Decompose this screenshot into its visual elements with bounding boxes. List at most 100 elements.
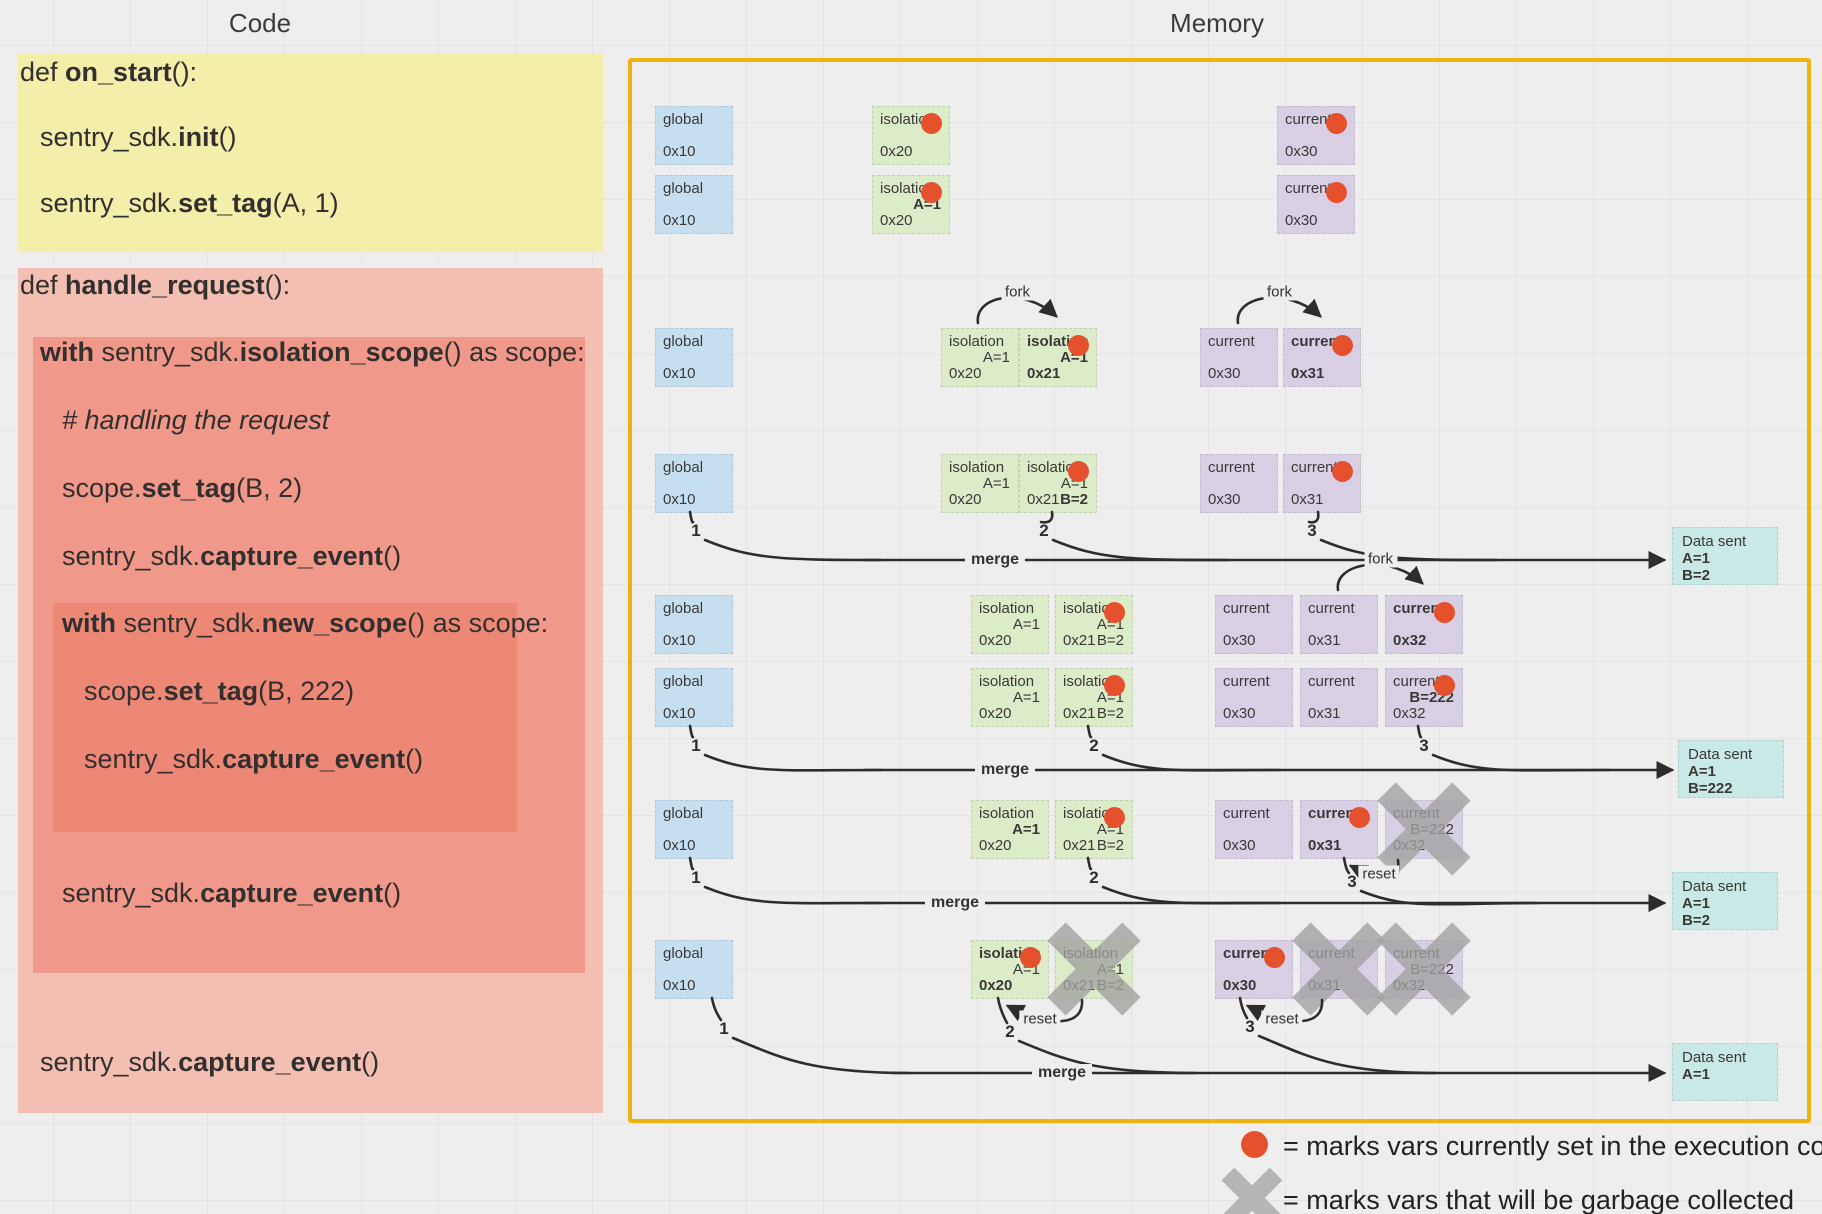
memory-box-current: current 0x30 (1215, 595, 1293, 654)
memory-box-isolation: isolation 0x20 A=1 (971, 800, 1049, 859)
merge-label: merge (974, 761, 1036, 779)
memory-box-current: current 0x31 (1283, 454, 1361, 513)
active-context-dot-icon (1332, 461, 1353, 482)
memory-box-isolation: isolation 0x20 A=1 (971, 668, 1049, 727)
code-line: sentry_sdk.set_tag(A, 1) (40, 188, 339, 218)
merge-step-number: 1 (691, 868, 701, 887)
memory-box-current: current 0x31 (1300, 800, 1378, 859)
memory-box-current: current 0x32 B=222 (1385, 940, 1463, 999)
fork-label: fork (1000, 283, 1035, 301)
active-context-dot-icon (1326, 113, 1347, 134)
memory-box-global: global 0x10 (655, 940, 733, 999)
data-sent-line: B=222 (1688, 780, 1733, 797)
data-sent-box: Data sent A=1 B=2 (1672, 872, 1778, 930)
memory-column-title: Memory (1170, 8, 1264, 38)
code-line: def on_start(): (20, 57, 198, 87)
memory-box-isolation: isolation 0x21 A=1 B=2 (1019, 454, 1097, 513)
memory-box-current: current 0x32 (1385, 595, 1463, 654)
code-line: sentry_sdk.init() (40, 122, 237, 152)
data-sent-box: Data sent A=1 B=222 (1678, 740, 1784, 798)
code-line: # handling the request (62, 405, 330, 435)
memory-box-isolation: isolation 0x20 A=1 (941, 328, 1019, 387)
merge-step-number: 2 (1089, 868, 1099, 887)
memory-box-isolation: isolation 0x21 A=1 B=2 (1055, 595, 1133, 654)
active-context-dot-icon (1068, 461, 1089, 482)
active-context-dot-icon (1068, 335, 1089, 356)
code-line: def handle_request(): (20, 270, 291, 300)
memory-box-current: current 0x30 (1215, 940, 1293, 999)
merge-step-number: 3 (1419, 736, 1429, 755)
memory-box-current: current 0x31 (1300, 668, 1378, 727)
merge-step-number: 3 (1307, 521, 1317, 540)
code-line: with sentry_sdk.isolation_scope() as sco… (40, 337, 585, 367)
merge-step-number: 2 (1089, 736, 1099, 755)
memory-box-global: global 0x10 (655, 800, 733, 859)
code-column-title: Code (228, 8, 292, 38)
memory-box-current: current 0x31 (1300, 595, 1378, 654)
legend-red-dot-icon (1241, 1131, 1268, 1158)
memory-box-isolation: isolation 0x20 A=1 (941, 454, 1019, 513)
active-context-dot-icon (1326, 182, 1347, 203)
legend-dot-text: = marks vars currently set in the execut… (1283, 1131, 1822, 1161)
reset-label: reset (1358, 865, 1400, 883)
memory-box-isolation: isolation 0x21 A=1 B=2 (1055, 800, 1133, 859)
reset-label: reset (1019, 1010, 1061, 1028)
code-block-yellow (18, 53, 603, 252)
data-sent-line: Data sent (1682, 1049, 1747, 1066)
memory-box-isolation: isolation 0x20 A=1 (971, 595, 1049, 654)
active-context-dot-icon (1104, 602, 1125, 623)
memory-box-isolation: isolation 0x20 A=1 (872, 175, 950, 234)
active-context-dot-icon (1332, 335, 1353, 356)
active-context-dot-icon (1104, 675, 1125, 696)
active-context-dot-icon (1434, 675, 1455, 696)
code-line: scope.set_tag(B, 2) (62, 473, 303, 503)
data-sent-line: B=2 (1682, 567, 1710, 584)
merge-label: merge (964, 551, 1026, 569)
memory-box-current: current 0x30 (1200, 328, 1278, 387)
data-sent-line: A=1 (1688, 763, 1716, 780)
merge-step-number: 2 (1039, 521, 1049, 540)
memory-box-global: global 0x10 (655, 175, 733, 234)
data-sent-box: Data sent A=1 (1672, 1043, 1778, 1101)
code-line: sentry_sdk.capture_event() (84, 744, 424, 774)
data-sent-line: Data sent (1688, 746, 1753, 763)
data-sent-line: A=1 (1682, 1066, 1710, 1083)
active-context-dot-icon (921, 182, 942, 203)
memory-box-current: current 0x30 (1215, 800, 1293, 859)
data-sent-line: Data sent (1682, 533, 1747, 550)
memory-box-isolation: isolation 0x21 A=1 (1019, 328, 1097, 387)
memory-box-current: current 0x30 (1277, 106, 1355, 165)
merge-label: merge (1031, 1064, 1093, 1082)
legend-cross-text: = marks vars that will be garbage collec… (1283, 1185, 1794, 1214)
memory-box-current: current 0x30 (1200, 454, 1278, 513)
code-line: with sentry_sdk.new_scope() as scope: (62, 608, 549, 638)
merge-label: merge (924, 894, 986, 912)
memory-box-global: global 0x10 (655, 454, 733, 513)
code-line: scope.set_tag(B, 222) (84, 676, 355, 706)
data-sent-line: A=1 (1682, 550, 1710, 567)
memory-box-isolation: isolation 0x21 A=1 B=2 (1055, 668, 1133, 727)
reset-label: reset (1261, 1010, 1303, 1028)
memory-box-current: current 0x30 (1215, 668, 1293, 727)
fork-label: fork (1262, 283, 1297, 301)
merge-step-number: 1 (691, 736, 701, 755)
fork-label: fork (1363, 550, 1398, 568)
legend-gc-cross-icon (1211, 1157, 1293, 1214)
memory-panel (628, 58, 1811, 1123)
merge-step-number: 1 (691, 521, 701, 540)
code-line: sentry_sdk.capture_event() (62, 541, 402, 571)
merge-step-number: 1 (719, 1019, 729, 1038)
memory-box-global: global 0x10 (655, 668, 733, 727)
active-context-dot-icon (1434, 602, 1455, 623)
memory-box-isolation: isolation 0x20 (872, 106, 950, 165)
code-block-dark (53, 603, 517, 832)
merge-step-number: 2 (1005, 1022, 1015, 1041)
active-context-dot-icon (921, 113, 942, 134)
memory-box-current: current 0x32 B=222 (1385, 800, 1463, 859)
data-sent-box: Data sent A=1 B=2 (1672, 527, 1778, 585)
memory-box-global: global 0x10 (655, 328, 733, 387)
code-line: sentry_sdk.capture_event() (40, 1047, 380, 1077)
data-sent-line: A=1 (1682, 895, 1710, 912)
memory-box-global: global 0x10 (655, 106, 733, 165)
